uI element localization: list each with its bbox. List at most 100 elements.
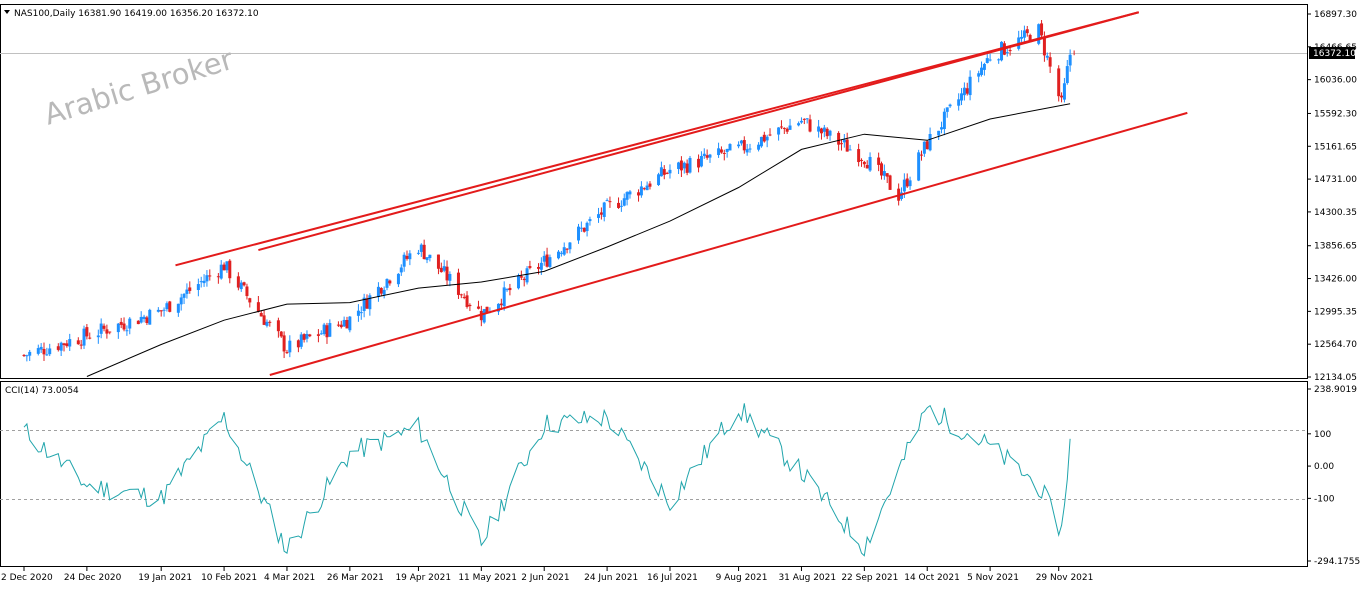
- candle-body: [76, 340, 80, 345]
- trend-line-3[interactable]: [269, 111, 1188, 376]
- candle-body: [639, 186, 643, 196]
- candle-body: [885, 173, 889, 177]
- candle-body: [705, 155, 709, 158]
- candle-body: [788, 125, 792, 130]
- candle-body: [142, 316, 146, 319]
- candle-body: [577, 226, 581, 241]
- time-tick-label: 26 Mar 2021: [327, 573, 384, 583]
- candle-body: [662, 169, 666, 175]
- candle-body: [562, 247, 566, 255]
- candle-body: [777, 127, 781, 135]
- time-tick-label: 10 Feb 2021: [201, 573, 257, 583]
- candle-body: [622, 198, 626, 206]
- candle-body: [968, 76, 972, 96]
- candle-body: [957, 99, 961, 106]
- price-tick-label: 12995.35: [1314, 307, 1357, 317]
- time-tick-label: 2 Dec 2020: [1, 573, 53, 583]
- candle-body: [768, 134, 772, 136]
- price-tick-label: 15592.30: [1314, 109, 1357, 119]
- candle-body: [425, 257, 429, 261]
- trend-line-1[interactable]: [175, 11, 1139, 267]
- candle-body: [428, 254, 432, 259]
- candle-body: [288, 340, 292, 353]
- candle-body: [942, 111, 946, 130]
- candle-body: [905, 178, 909, 187]
- candle-body: [45, 354, 49, 356]
- price-tick-label: 16897.30: [1314, 10, 1357, 20]
- candle-body: [682, 162, 686, 169]
- candle-body: [902, 179, 906, 192]
- candle-body: [165, 303, 169, 310]
- candle-body: [845, 139, 849, 152]
- candle-body: [997, 59, 1001, 61]
- cci-tick-label: -100: [1314, 494, 1335, 504]
- candle-body: [279, 331, 283, 337]
- candle-body: [68, 339, 72, 347]
- candle-body: [805, 118, 809, 120]
- trend-lines[interactable]: [175, 11, 1188, 376]
- candle-body: [862, 161, 866, 165]
- candle-body: [442, 266, 446, 271]
- candle-body: [717, 148, 721, 156]
- candle-body: [219, 264, 223, 279]
- candle-body: [359, 312, 363, 314]
- time-tick-label: 16 Jul 2021: [647, 573, 698, 583]
- candle-body: [225, 261, 229, 271]
- candle-body: [159, 310, 163, 312]
- candle-body: [782, 127, 786, 129]
- candle-body: [699, 156, 703, 167]
- cci-axis: 238.9019 100 0.00 -100 -294.1755: [1307, 385, 1360, 567]
- candle-body: [296, 340, 300, 348]
- candle-body: [236, 276, 240, 288]
- candle-body: [645, 185, 649, 191]
- candle-body: [465, 295, 469, 307]
- candles: [22, 19, 1075, 362]
- candle-body: [468, 304, 472, 307]
- candle-body: [1060, 95, 1064, 98]
- candle-body: [877, 157, 881, 165]
- candle-body: [222, 264, 226, 271]
- candle-body: [145, 317, 149, 324]
- candle-body: [96, 335, 100, 338]
- candle-body: [965, 88, 969, 94]
- candle-body: [1025, 29, 1029, 34]
- candle-body: [285, 352, 289, 354]
- candle-body: [839, 143, 843, 145]
- symbol-header: NAS100,Daily 16381.90 16419.00 16356.20 …: [14, 9, 259, 19]
- candle-body: [665, 172, 669, 174]
- candle-body: [779, 126, 783, 128]
- candle-body: [1000, 41, 1004, 61]
- candle-body: [385, 278, 389, 288]
- candle-body: [539, 262, 543, 270]
- cci-series-line: [23, 403, 1071, 557]
- price-panel-frame: [0, 4, 1308, 379]
- candle-body: [545, 254, 549, 267]
- candle-body: [819, 128, 823, 134]
- trend-line-2[interactable]: [258, 11, 1140, 252]
- candle-body: [1040, 23, 1044, 36]
- candle-body: [485, 306, 489, 313]
- candle-body: [685, 163, 689, 173]
- candle-body: [559, 252, 563, 254]
- time-tick-label: 29 Nov 2021: [1036, 573, 1094, 583]
- current-price-value: 16372.10: [1313, 49, 1356, 59]
- candle-body: [948, 104, 952, 107]
- candle-body: [36, 348, 40, 354]
- candle-body: [176, 303, 180, 313]
- candle-body: [688, 157, 692, 173]
- cci-tick-label: 100: [1314, 430, 1331, 440]
- candle-body: [799, 120, 803, 123]
- candle-body: [785, 128, 789, 132]
- candle-body: [602, 202, 606, 217]
- candle-body: [619, 205, 623, 207]
- candle-body: [42, 348, 46, 355]
- candle-body: [599, 212, 603, 215]
- candle-body: [542, 255, 546, 262]
- candle-body: [85, 327, 89, 337]
- candle-body: [256, 302, 260, 312]
- candle-body: [402, 254, 406, 267]
- candle-body: [659, 167, 663, 177]
- candle-body: [522, 278, 526, 281]
- chevron-down-icon[interactable]: [4, 10, 10, 14]
